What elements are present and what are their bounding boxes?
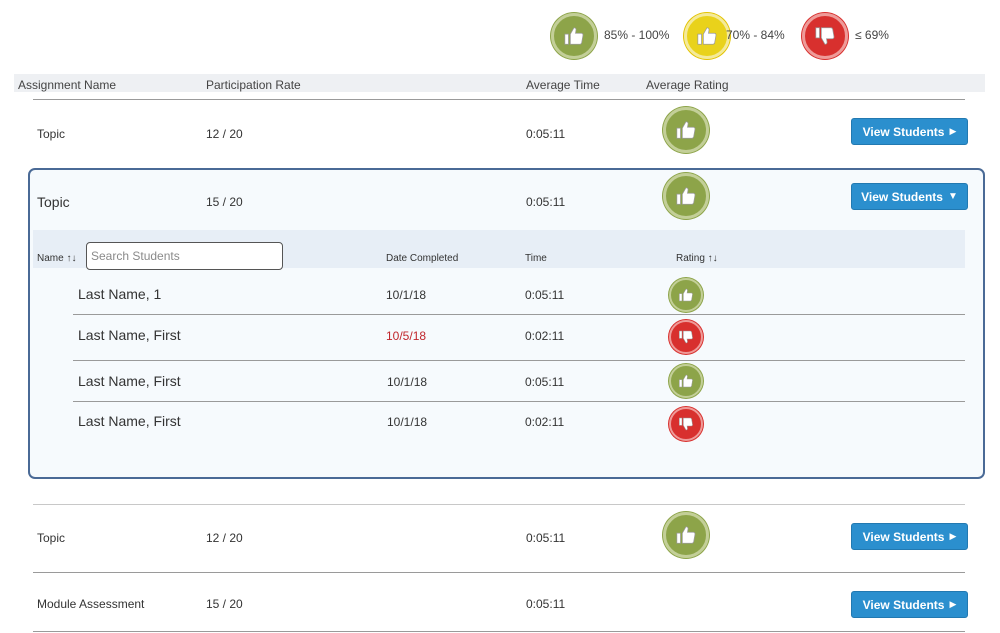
thumbs-up-icon (678, 373, 694, 389)
divider (73, 360, 965, 361)
divider (33, 631, 965, 632)
column-header-average-rating: Average Rating (646, 78, 729, 92)
column-header-assignment-name: Assignment Name (18, 78, 117, 92)
average-time: 0:05:11 (526, 195, 566, 209)
view-students-label: View Students (862, 124, 945, 139)
assignment-name: Topic (37, 127, 66, 141)
column-header-participation-rate: Participation Rate (206, 78, 301, 92)
student-time: 0:02:11 (525, 415, 565, 429)
search-students-input[interactable] (86, 242, 283, 270)
date-completed: 10/1/18 (386, 288, 427, 302)
thumbs-up-icon (675, 524, 697, 546)
student-name: Last Name, First (78, 327, 181, 343)
average-rating-badge (663, 512, 709, 558)
student-name: Last Name, First (78, 413, 181, 429)
divider (73, 401, 965, 402)
thumbs-up-icon (696, 25, 718, 47)
average-rating-badge (663, 107, 709, 153)
thumbs-down-icon (814, 25, 836, 47)
average-rating-badge (663, 173, 709, 219)
caret-right-icon: ▶ (949, 599, 957, 609)
participation-rate: 15 / 20 (206, 195, 243, 209)
student-rating-badge (669, 407, 703, 441)
thumbs-up-icon (675, 119, 697, 141)
date-completed-late: 10/5/18 (386, 329, 427, 343)
date-completed: 10/1/18 (387, 375, 428, 389)
student-rating-badge (669, 320, 703, 354)
divider (33, 99, 965, 100)
assignment-name: Topic (37, 531, 66, 545)
expanded-assignment-panel (28, 168, 985, 479)
time-header: Time (525, 253, 547, 264)
caret-down-icon: ▼ (947, 191, 958, 202)
student-rating-badge (669, 278, 703, 312)
legend-yellow-badge (684, 13, 730, 59)
participation-rate: 15 / 20 (206, 597, 243, 611)
legend-green-badge (551, 13, 597, 59)
average-time: 0:05:11 (526, 127, 566, 141)
student-time: 0:02:11 (525, 329, 565, 343)
student-time: 0:05:11 (525, 375, 565, 389)
thumbs-up-icon (675, 185, 697, 207)
caret-right-icon: ▶ (949, 531, 957, 541)
average-time: 0:05:11 (526, 597, 566, 611)
view-students-button[interactable]: View Students ▶ (851, 591, 968, 618)
sort-by-rating-header[interactable]: Rating ↑↓ (676, 253, 718, 264)
legend-yellow-label: 70% - 84% (726, 28, 785, 42)
view-students-label: View Students (861, 189, 943, 204)
view-students-button[interactable]: View Students ▶ (851, 523, 968, 550)
divider (33, 572, 965, 573)
student-time: 0:05:11 (525, 288, 565, 302)
participation-rate: 12 / 20 (206, 127, 243, 141)
view-students-label: View Students (862, 597, 945, 612)
thumbs-up-icon (678, 287, 694, 303)
view-students-button[interactable]: View Students ▶ (851, 118, 968, 145)
legend-green-label: 85% - 100% (604, 28, 670, 42)
date-completed: 10/1/18 (387, 415, 428, 429)
participation-rate: 12 / 20 (206, 531, 243, 545)
thumbs-down-icon (678, 329, 694, 345)
view-students-button[interactable]: View Students ▼ (851, 183, 968, 210)
view-students-label: View Students (862, 529, 945, 544)
assignment-name: Module Assessment (37, 597, 145, 611)
sort-by-name-header[interactable]: Name ↑↓ (37, 253, 77, 264)
date-completed-header: Date Completed (386, 253, 459, 264)
divider (73, 314, 965, 315)
student-name: Last Name, 1 (78, 286, 162, 302)
divider (33, 504, 965, 505)
thumbs-up-icon (563, 25, 585, 47)
thumbs-down-icon (678, 416, 694, 432)
legend-red-label: ≤ 69% (855, 28, 889, 42)
student-rating-badge (669, 364, 703, 398)
average-time: 0:05:11 (526, 531, 566, 545)
table-header-bar (14, 74, 985, 92)
student-name: Last Name, First (78, 373, 181, 389)
legend-red-badge (802, 13, 848, 59)
caret-right-icon: ▶ (949, 126, 957, 136)
assignment-name: Topic (37, 194, 70, 210)
column-header-average-time: Average Time (526, 78, 600, 92)
